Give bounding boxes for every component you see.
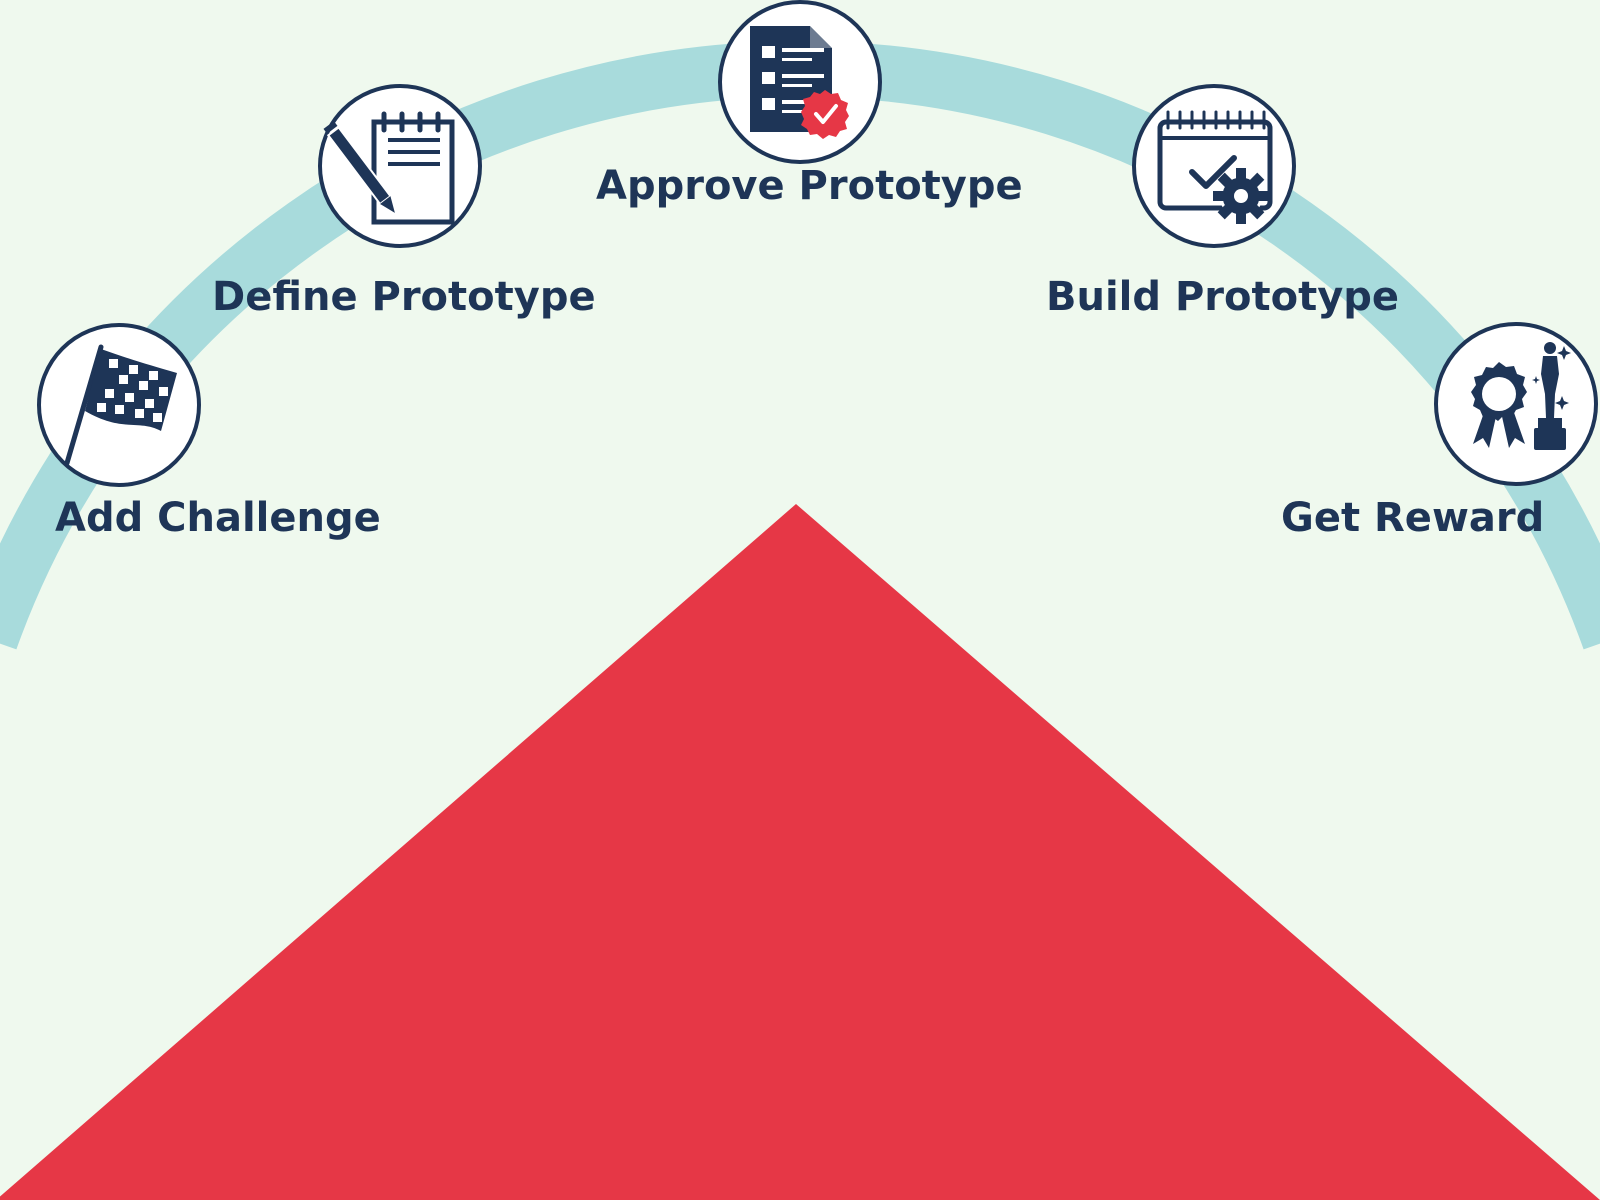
- step-label-approve-prototype: Approve Prototype: [596, 163, 1023, 209]
- award-trophy-icon: [1471, 342, 1571, 450]
- step-label-add-challenge: Add Challenge: [55, 495, 381, 541]
- step-circle-build-prototype: [1132, 84, 1296, 248]
- step-label-define-prototype: Define Prototype: [212, 274, 596, 320]
- step-label-get-reward: Get Reward: [1281, 495, 1545, 541]
- step-circle-get-reward: [1434, 322, 1598, 486]
- checkered-flag-icon: [64, 344, 177, 466]
- red-triangle: [0, 504, 1600, 1200]
- step-circle-define-prototype: [318, 84, 482, 248]
- step-circle-approve-prototype: [718, 0, 882, 164]
- step-circle-add-challenge: [37, 323, 201, 487]
- step-label-build-prototype: Build Prototype: [1046, 274, 1400, 320]
- approved-document-icon: [750, 26, 849, 139]
- notepad-pencil-icon: [323, 111, 455, 225]
- calendar-gear-icon: [1157, 110, 1273, 224]
